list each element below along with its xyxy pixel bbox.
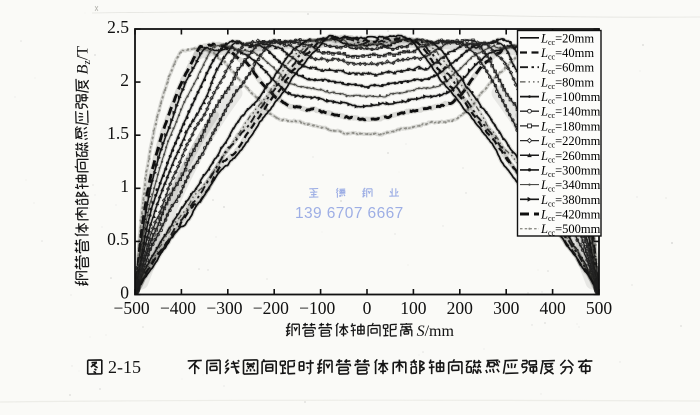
svg-text:S/mm: S/mm [417,323,455,340]
svg-text:0.5: 0.5 [107,229,129,249]
svg-text:−200: −200 [253,298,289,318]
svg-text:Lcc=20mm: Lcc=20mm [540,31,594,47]
svg-text:0: 0 [363,298,372,318]
svg-text:1.5: 1.5 [107,123,129,143]
svg-text:−400: −400 [160,298,196,318]
svg-text:−100: −100 [299,298,335,318]
svg-text:Lcc=220mm: Lcc=220mm [540,134,601,150]
svg-text:200: 200 [447,298,474,318]
svg-text:Lcc=340mm: Lcc=340mm [540,178,601,194]
svg-text:Lcc=100mm: Lcc=100mm [540,90,601,106]
svg-text:Lcc=60mm: Lcc=60mm [540,61,594,77]
svg-text:Lcc=300mm: Lcc=300mm [540,163,601,179]
svg-text:100: 100 [400,298,427,318]
svg-text:139 6707 6667: 139 6707 6667 [295,205,404,222]
svg-text:−500: −500 [114,298,150,318]
svg-text:400: 400 [539,298,566,318]
svg-text:Lcc=380mm: Lcc=380mm [540,193,601,209]
svg-text:Lcc=260mm: Lcc=260mm [540,149,601,165]
svg-text:300: 300 [493,298,520,318]
svg-text:2: 2 [120,70,129,90]
svg-text:Bz/T: Bz/T [75,46,94,75]
svg-text:2.5: 2.5 [107,17,129,37]
svg-text:−300: −300 [206,298,242,318]
svg-text:0: 0 [120,282,129,302]
svg-text:500: 500 [586,298,613,318]
svg-text:Lcc=80mm: Lcc=80mm [540,75,594,91]
svg-text:2-15: 2-15 [108,357,141,377]
svg-text:1: 1 [120,176,129,196]
svg-text:Lcc=500mm: Lcc=500mm [540,222,601,238]
svg-text:Lcc=180mm: Lcc=180mm [540,119,601,135]
svg-text:Lcc=140mm: Lcc=140mm [540,105,601,121]
svg-text:Lcc=420mm: Lcc=420mm [540,208,601,224]
svg-text:Lcc=40mm: Lcc=40mm [540,46,594,62]
